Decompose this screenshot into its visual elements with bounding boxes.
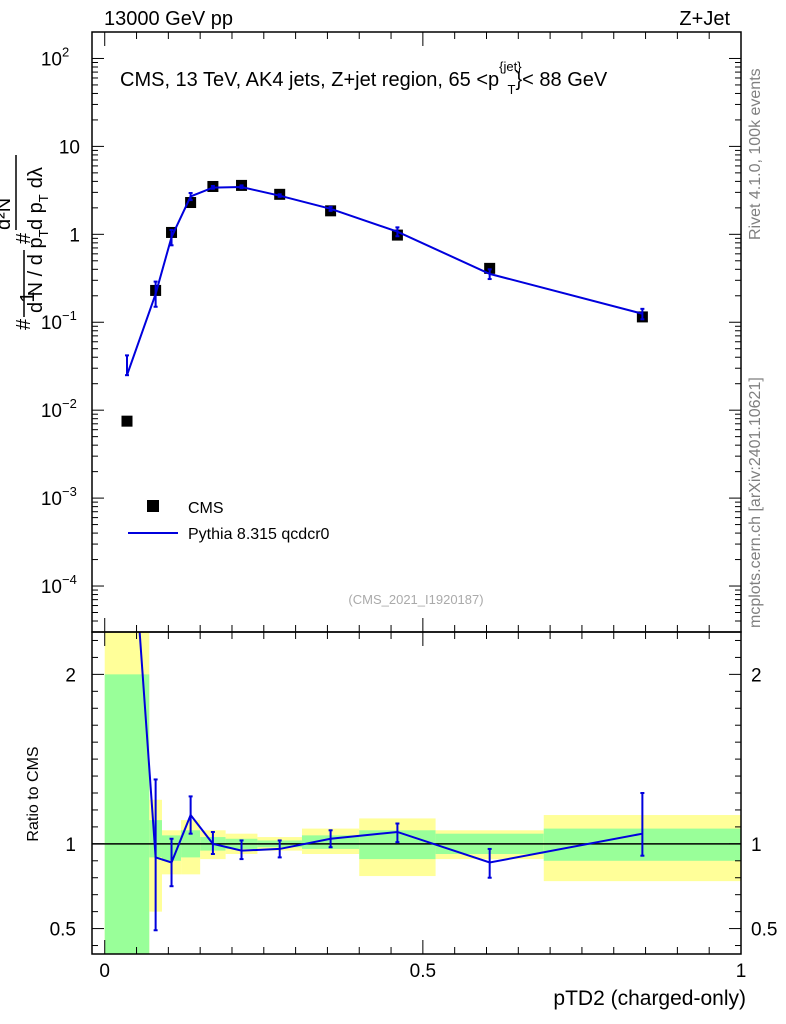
ratio-y-tick-label-right: 2	[751, 665, 762, 686]
x-tick-label: 1	[736, 961, 747, 982]
main-y-tick-label: 10	[41, 49, 62, 70]
svg-text:1: 1	[17, 291, 39, 302]
ratio-uncertainty-bands	[104, 632, 741, 954]
analysis-watermark: (CMS_2021_I1920187)	[348, 592, 483, 607]
x-tick-label: 0.5	[410, 961, 436, 982]
svg-text:d²N: d²N	[0, 198, 15, 230]
header-process-label: 13000 GeV pp	[104, 8, 233, 30]
ratio-y-tick-label-left: 0.5	[50, 920, 76, 941]
main-series	[121, 179, 648, 427]
x-tick-label: 0	[99, 961, 110, 982]
ratio-y-ticks: 0.5 0.5 1 1 2 2	[50, 639, 777, 947]
svg-text:#: #	[13, 318, 35, 330]
main-y-tick-exponent: −4	[62, 572, 77, 587]
ratio-y-axis-label: Ratio to CMS	[25, 746, 42, 841]
main-y-tick-label: 10	[41, 313, 62, 334]
svg-text:d N / d pT: d N / d pT	[25, 229, 51, 313]
main-y-tick-exponent: 2	[62, 44, 69, 59]
header-analysis-label: Z+Jet	[679, 8, 730, 30]
main-y-tick-label: 1	[69, 225, 80, 246]
legend-label-pythia: Pythia 8.315 qcdcr0	[188, 526, 330, 543]
cms-data-point	[185, 197, 197, 209]
ratio-band-green	[104, 674, 150, 954]
ratio-y-tick-label-left: 1	[65, 835, 76, 856]
main-y-tick-exponent: −2	[62, 396, 77, 411]
main-y-tick-exponent: −1	[62, 308, 77, 323]
cms-data-point	[121, 415, 133, 427]
main-y-tick-label: 10	[41, 401, 62, 422]
x-ticks: 0 0.5 1	[99, 32, 746, 982]
ratio-y-tick-label-right: 0.5	[751, 920, 777, 941]
ratio-y-tick-label-left: 2	[65, 665, 76, 686]
main-y-axis-label: # 1 d N / d pT # d²N d pTdλ	[0, 155, 51, 330]
x-axis-label: pTD2 (charged-only)	[553, 987, 746, 1010]
svg-text:d pTdλ: d pTdλ	[25, 167, 51, 230]
main-y-tick-label: 10	[41, 577, 62, 598]
legend: CMS Pythia 8.315 qcdcr0	[128, 500, 330, 543]
ratio-series	[138, 632, 645, 932]
legend-label-cms: CMS	[188, 500, 224, 517]
ratio-y-tick-label-right: 1	[751, 835, 762, 856]
main-title: CMS, 13 TeV, AK4 jets, Z+jet region, 65 …	[120, 59, 608, 97]
legend-marker-cms	[147, 500, 159, 512]
main-y-tick-label: 10	[59, 137, 80, 158]
pythia-line	[126, 186, 643, 376]
main-y-tick-exponent: −3	[62, 484, 77, 499]
main-y-tick-label: 10	[41, 489, 62, 510]
svg-text:#: #	[13, 232, 35, 244]
